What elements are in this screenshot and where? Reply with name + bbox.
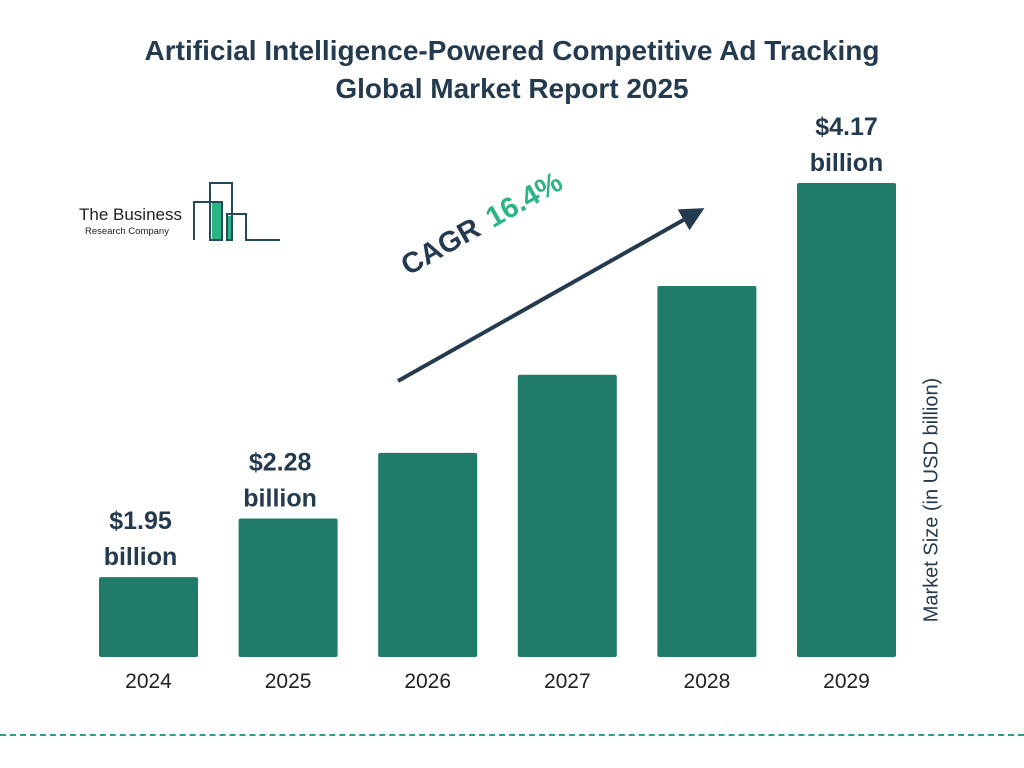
logo-buildings-icon: [193, 182, 280, 241]
bar-2027: [517, 374, 617, 657]
x-tick-label: 2025: [265, 670, 312, 693]
data-label-value: $4.17: [815, 113, 878, 141]
bar-2029: [797, 183, 896, 657]
divider-dashed: [0, 734, 1024, 736]
data-label-value: $1.95: [109, 507, 172, 535]
x-tick-label: 2024: [125, 670, 172, 693]
y-axis-label: Market Size (in USD billion): [920, 377, 943, 623]
bar-2024: [99, 577, 198, 657]
logo-text-line1: The Business: [79, 205, 182, 224]
title-line-1: Artificial Intelligence-Powered Competit…: [144, 35, 880, 66]
bar-2028: [657, 285, 757, 657]
bar-2026: [378, 452, 478, 657]
data-label-value: $2.28: [249, 449, 312, 477]
chart-title: Artificial Intelligence-Powered Competit…: [0, 32, 1024, 108]
cagr-arrow: [397, 208, 705, 383]
data-label-unit: billion: [243, 485, 317, 513]
x-tick-label: 2029: [823, 670, 870, 693]
bar-2025: [238, 518, 338, 657]
title-line-2: Global Market Report 2025: [335, 73, 689, 104]
company-logo: The Business Research Company: [76, 180, 286, 244]
data-label-unit: billion: [810, 149, 884, 177]
logo-text-line2: Research Company: [85, 226, 169, 237]
x-tick-label: 2026: [404, 670, 451, 693]
data-label-unit: billion: [104, 543, 178, 571]
x-tick-label: 2027: [544, 670, 591, 693]
x-tick-label: 2028: [684, 670, 731, 693]
